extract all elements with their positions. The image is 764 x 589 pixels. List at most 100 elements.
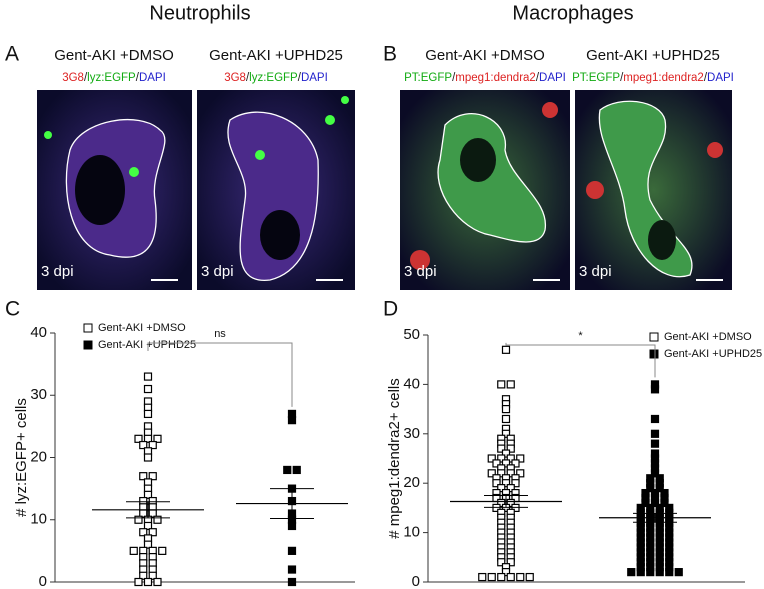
data-point <box>497 454 506 463</box>
data-point <box>143 434 153 443</box>
data-point <box>646 484 655 493</box>
stain-part: lyz:EGFP <box>87 72 136 84</box>
header: Neutrophils <box>149 2 250 24</box>
data-point <box>143 372 153 381</box>
y-tick-label: 20 <box>403 474 420 491</box>
data-point <box>674 568 683 577</box>
data-point <box>139 440 148 450</box>
stain-part: DAPI <box>539 72 566 84</box>
stain-label: PT:EGFP/mpeg1:dendra2/DAPI <box>404 72 566 84</box>
data-point <box>287 546 297 555</box>
data-point <box>143 384 153 394</box>
stain-part: / <box>620 72 624 84</box>
legend-label: Gent-AKI +UPHD25 <box>98 339 196 351</box>
data-point <box>139 472 148 481</box>
data-point <box>497 572 506 582</box>
data-point <box>627 568 636 577</box>
data-point <box>158 546 167 555</box>
lumen <box>460 138 496 182</box>
data-point <box>287 416 297 425</box>
y-tick-label: 30 <box>30 386 47 403</box>
data-point <box>143 490 153 499</box>
data-point <box>497 498 506 508</box>
stain-part: / <box>298 72 302 84</box>
data-point <box>506 444 515 453</box>
cell <box>586 181 604 199</box>
data-point <box>143 540 153 549</box>
data-point <box>636 568 645 577</box>
y-tick-label: 50 <box>403 326 420 343</box>
data-point <box>143 453 153 462</box>
stain-part: PT:EGFP <box>572 72 620 84</box>
data-point <box>501 449 511 458</box>
legend-marker <box>83 340 93 350</box>
cell <box>325 115 335 125</box>
y-axis-label: # lyz:EGFP+ cells <box>13 398 30 517</box>
image-title: Gent-AKI +UPHD25 <box>586 47 720 64</box>
data-point <box>506 498 515 508</box>
y-tick-label: 30 <box>403 425 420 442</box>
data-point <box>655 568 664 577</box>
y-tick-label: 0 <box>39 573 47 589</box>
cell <box>44 131 52 139</box>
data-point <box>487 454 496 463</box>
image-title: Gent-AKI +DMSO <box>54 47 174 64</box>
data-point <box>501 479 511 488</box>
data-point <box>506 572 515 582</box>
time-label: 3 dpi <box>41 263 74 280</box>
annotation: * <box>578 330 583 342</box>
time-label: 3 dpi <box>579 263 612 280</box>
data-point <box>511 459 520 468</box>
data-point <box>650 385 660 394</box>
stain-part: mpeg1:dendra2 <box>455 72 536 84</box>
stain-part: / <box>536 72 540 84</box>
stain-part: / <box>246 72 250 84</box>
bracket <box>505 342 656 378</box>
data-point <box>506 484 515 493</box>
legend-label: Gent-AKI +DMSO <box>664 331 752 343</box>
data-point <box>153 577 162 587</box>
data-point <box>287 565 297 574</box>
data-point <box>650 498 660 508</box>
cell <box>707 142 723 158</box>
stain-part: DAPI <box>139 72 166 84</box>
stain-label: 3G8/lyz:EGFP/DAPI <box>224 72 328 84</box>
stain-part: DAPI <box>707 72 734 84</box>
lumen <box>648 220 676 260</box>
stain-part: / <box>704 72 708 84</box>
header: Macrophages <box>512 2 633 24</box>
data-point <box>283 465 292 475</box>
stain-part: 3G8 <box>224 72 246 84</box>
panel-letter: A <box>5 43 19 66</box>
data-point <box>478 572 487 582</box>
data-point <box>153 434 162 443</box>
panel-letter: C <box>5 298 20 321</box>
data-point <box>497 380 506 389</box>
micrographs <box>37 90 732 290</box>
y-tick-label: 10 <box>403 524 420 541</box>
cell <box>341 96 349 104</box>
data-point <box>650 439 660 448</box>
data-point <box>506 469 515 478</box>
annotation: ns <box>214 328 226 340</box>
image-title: Gent-AKI +DMSO <box>425 47 545 64</box>
data-point <box>143 521 153 531</box>
data-point <box>511 479 520 488</box>
data-point <box>487 469 496 478</box>
stain-part: / <box>84 72 88 84</box>
stain-part: / <box>452 72 456 84</box>
data-point <box>492 479 501 488</box>
legend-label: Gent-AKI +UPHD25 <box>664 348 762 360</box>
cell <box>255 150 265 160</box>
data-point <box>501 429 511 438</box>
data-point <box>501 414 511 424</box>
stain-part: 3G8 <box>62 72 84 84</box>
legend-marker <box>649 349 659 359</box>
stain-part: / <box>136 72 140 84</box>
data-point <box>655 484 664 493</box>
y-tick-label: 40 <box>30 324 47 341</box>
data-point <box>506 380 515 389</box>
lumen <box>260 210 300 260</box>
data-point <box>497 444 506 453</box>
